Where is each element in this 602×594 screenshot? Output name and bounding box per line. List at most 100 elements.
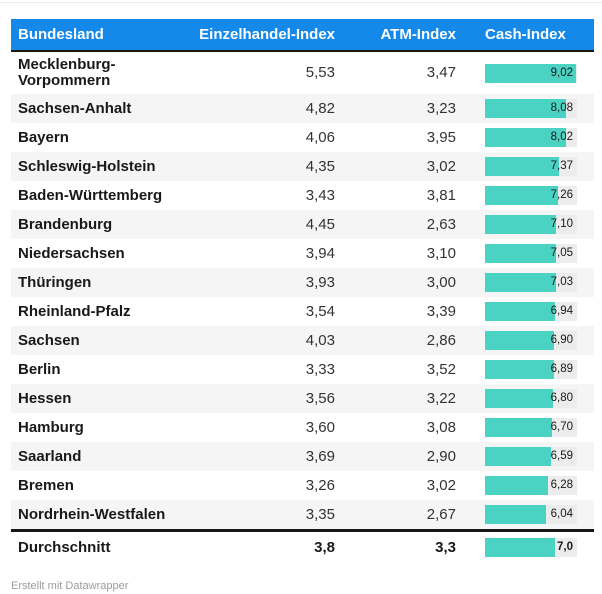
einzelhandel-value-cell: 4,06 xyxy=(305,128,335,146)
atm-value-cell: 3,95 xyxy=(426,128,456,146)
cash-bar-cell: 6,04 xyxy=(467,500,594,531)
einzelhandel-value-cell: 4,45 xyxy=(305,215,335,233)
state-name-cell: Mecklenburg-Vorpommern xyxy=(18,56,116,89)
cash-bar-track: 8,02 xyxy=(485,128,577,147)
einzelhandel-value-cell: 3,56 xyxy=(305,389,335,407)
state-name-cell: Saarland xyxy=(18,447,82,465)
einzelhandel-value-cell: 3,94 xyxy=(305,244,335,262)
state-name-cell: Niedersachsen xyxy=(18,244,125,262)
column-header-atm-index: ATM-Index xyxy=(346,19,467,52)
cash-bar xyxy=(485,389,554,408)
table-row: Niedersachsen 3,94 3,10 7,05 xyxy=(11,239,594,268)
cash-bar-value: 8,08 xyxy=(550,102,573,114)
summary-label: Durchschnitt xyxy=(11,529,191,563)
cash-bar xyxy=(485,215,557,234)
atm-value-cell: 3,22 xyxy=(426,389,456,407)
atm-value-cell: 2,67 xyxy=(426,505,456,523)
cash-bar-cell: 7,10 xyxy=(467,210,594,239)
cash-bar-track: 6,70 xyxy=(485,418,577,437)
cash-bar-track: 7,37 xyxy=(485,157,577,176)
cash-bar xyxy=(485,331,555,350)
cash-bar-track: 7,05 xyxy=(485,244,577,263)
einzelhandel-value-cell: 4,03 xyxy=(305,331,335,349)
cash-bar-value: 7,37 xyxy=(550,160,573,172)
table-row: Schleswig-Holstein 4,35 3,02 7,37 xyxy=(11,152,594,181)
cash-bar-cell: 6,70 xyxy=(467,413,594,442)
cash-bar-cell: 7,03 xyxy=(467,268,594,297)
table-row: Sachsen 4,03 2,86 6,90 xyxy=(11,326,594,355)
state-name-cell: Brandenburg xyxy=(18,215,113,233)
header-row: Bundesland Einzelhandel-Index ATM-Index … xyxy=(11,19,594,52)
cash-bar-value: 6,28 xyxy=(550,479,573,491)
index-table: Bundesland Einzelhandel-Index ATM-Index … xyxy=(11,19,594,563)
state-name-cell: Hessen xyxy=(18,389,72,407)
table-row: Bremen 3,26 3,02 6,28 xyxy=(11,471,594,500)
table-row: Rheinland-Pfalz 3,54 3,39 6,94 xyxy=(11,297,594,326)
cash-bar-track: 7,03 xyxy=(485,273,577,292)
cash-bar-cell: 6,90 xyxy=(467,326,594,355)
einzelhandel-value-cell: 5,53 xyxy=(305,64,335,81)
column-header-einzelhandel-index: Einzelhandel-Index xyxy=(191,19,346,52)
cash-bar-value: 6,59 xyxy=(550,450,573,462)
table-row: Hamburg 3,60 3,08 6,70 xyxy=(11,413,594,442)
table-row: Berlin 3,33 3,52 6,89 xyxy=(11,355,594,384)
atm-value-cell: 3,52 xyxy=(426,360,456,378)
cash-bar xyxy=(485,157,560,176)
cash-bar-track: 6,04 xyxy=(485,505,577,524)
cash-bar-value: 6,80 xyxy=(550,392,573,404)
cash-bar-cell: 6,28 xyxy=(467,471,594,500)
cash-bar-value: 6,90 xyxy=(550,334,573,346)
cash-bar-track: 9,02 xyxy=(485,63,577,83)
table-row: Brandenburg 4,45 2,63 7,10 xyxy=(11,210,594,239)
atm-value-cell: 3,00 xyxy=(426,273,456,291)
einzelhandel-value-cell: 3,33 xyxy=(305,360,335,378)
cash-bar-cell: 8,08 xyxy=(467,94,594,123)
summary-einzelhandel-value: 3,8 xyxy=(191,529,346,563)
einzelhandel-value-cell: 4,35 xyxy=(305,157,335,175)
atm-value-cell: 2,86 xyxy=(426,331,456,349)
cash-bar-value: 7,05 xyxy=(550,247,573,259)
summary-row: Durchschnitt 3,8 3,3 7,0 xyxy=(11,529,594,563)
cash-bar-cell: 7,37 xyxy=(467,152,594,181)
cash-bar-value: 7,10 xyxy=(550,218,573,230)
cash-bar-track: 6,90 xyxy=(485,331,577,350)
state-name-cell: Bayern xyxy=(18,128,69,146)
cash-bar-cell: 9,02 xyxy=(467,51,594,94)
cash-bar-cell: 6,94 xyxy=(467,297,594,326)
cash-bar xyxy=(485,447,552,466)
table-row: Thüringen 3,93 3,00 7,03 xyxy=(11,268,594,297)
atm-value-cell: 3,39 xyxy=(426,302,456,320)
atm-value-cell: 3,23 xyxy=(426,99,456,117)
einzelhandel-value-cell: 3,69 xyxy=(305,447,335,465)
cash-bar xyxy=(485,302,555,321)
column-header-bundesland: Bundesland xyxy=(11,19,191,52)
cash-bar-track: 7,0 xyxy=(485,538,577,557)
cash-bar-value: 6,04 xyxy=(550,508,573,520)
einzelhandel-value-cell: 3,26 xyxy=(305,476,335,494)
attribution-link[interactable]: Erstellt mit Datawrapper xyxy=(11,580,129,592)
atm-value-cell: 3,47 xyxy=(426,64,456,81)
cash-bar-value: 6,89 xyxy=(550,363,573,375)
state-name-cell: Baden-Württemberg xyxy=(18,186,163,204)
state-name-cell: Thüringen xyxy=(18,273,92,291)
cash-bar xyxy=(485,273,556,292)
cash-bar xyxy=(485,128,566,147)
einzelhandel-value-cell: 3,43 xyxy=(305,186,335,204)
cash-bar-value: 7,0 xyxy=(557,541,573,553)
cash-bar-value: 9,02 xyxy=(550,66,573,79)
cash-bar-track: 7,26 xyxy=(485,186,577,205)
atm-value-cell: 3,81 xyxy=(426,186,456,204)
atm-value-cell: 3,02 xyxy=(426,476,456,494)
cash-bar xyxy=(485,538,556,557)
cash-bar-cell: 7,05 xyxy=(467,239,594,268)
cash-bar-track: 6,59 xyxy=(485,447,577,466)
atm-value-cell: 2,90 xyxy=(426,447,456,465)
column-header-cash-index: Cash-Index xyxy=(467,19,594,52)
einzelhandel-value-cell: 3,35 xyxy=(305,505,335,523)
atm-value-cell: 2,63 xyxy=(426,215,456,233)
table-row: Mecklenburg-Vorpommern 5,53 3,47 9,02 xyxy=(11,51,594,94)
cash-bar-cell: 6,80 xyxy=(467,384,594,413)
cash-bar-track: 6,28 xyxy=(485,476,577,495)
table-row: Hessen 3,56 3,22 6,80 xyxy=(11,384,594,413)
